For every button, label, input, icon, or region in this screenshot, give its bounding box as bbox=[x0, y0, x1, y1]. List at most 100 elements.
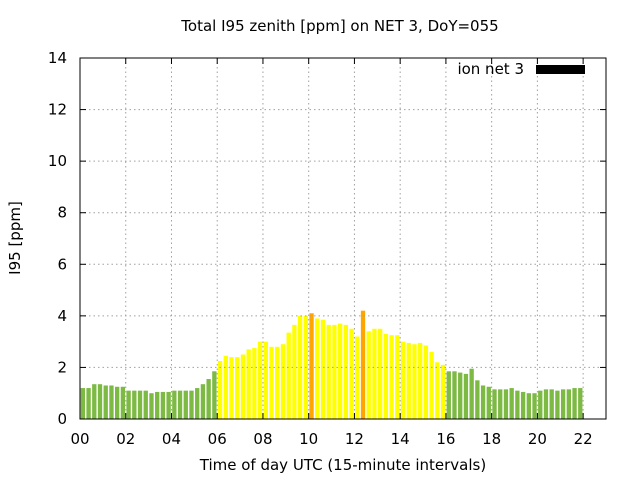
bar bbox=[200, 384, 206, 419]
bar bbox=[372, 328, 377, 419]
bar bbox=[217, 360, 223, 419]
bar bbox=[109, 385, 114, 419]
bar bbox=[440, 364, 446, 419]
bar bbox=[446, 371, 451, 419]
y-tick-label: 0 bbox=[57, 410, 67, 428]
bar bbox=[195, 388, 200, 419]
y-tick-label: 2 bbox=[57, 358, 67, 376]
bar bbox=[177, 390, 183, 419]
bar bbox=[206, 379, 211, 419]
bar bbox=[578, 388, 583, 419]
x-tick-label: 00 bbox=[70, 430, 89, 448]
x-tick-label: 08 bbox=[253, 430, 272, 448]
bar bbox=[360, 310, 366, 419]
x-tick-label: 12 bbox=[345, 430, 364, 448]
bar bbox=[395, 335, 400, 419]
y-tick-label: 4 bbox=[57, 307, 67, 325]
bar bbox=[503, 389, 509, 419]
bar bbox=[435, 362, 440, 419]
x-tick-label: 14 bbox=[391, 430, 410, 448]
bar bbox=[543, 389, 549, 419]
bar bbox=[97, 384, 103, 419]
bar bbox=[160, 391, 166, 419]
bar bbox=[155, 391, 160, 419]
x-tick-label: 16 bbox=[436, 430, 455, 448]
bar bbox=[429, 351, 434, 419]
bar bbox=[240, 354, 246, 419]
bar bbox=[189, 390, 194, 419]
bar bbox=[343, 324, 349, 419]
bar bbox=[126, 390, 131, 419]
bar bbox=[172, 390, 177, 419]
bar bbox=[418, 342, 423, 419]
bar bbox=[297, 315, 303, 419]
bar bbox=[183, 390, 188, 419]
bar bbox=[86, 388, 91, 419]
x-tick-label: 20 bbox=[528, 430, 547, 448]
bar bbox=[400, 341, 406, 419]
bar bbox=[475, 380, 480, 419]
bar bbox=[269, 346, 274, 419]
bar bbox=[80, 388, 86, 419]
bar bbox=[383, 333, 389, 419]
y-tick-label: 6 bbox=[57, 255, 67, 273]
bar bbox=[566, 389, 571, 419]
bar bbox=[149, 393, 154, 419]
bar bbox=[538, 390, 543, 419]
bar bbox=[452, 371, 457, 419]
bar bbox=[132, 390, 137, 419]
plot-frame bbox=[79, 57, 607, 420]
bar bbox=[486, 386, 491, 419]
bar bbox=[572, 388, 577, 419]
bar bbox=[463, 373, 469, 420]
y-tick-label: 10 bbox=[48, 152, 67, 170]
bar bbox=[332, 324, 337, 419]
y-tick-label: 12 bbox=[48, 101, 67, 119]
bar bbox=[520, 391, 526, 419]
bar bbox=[498, 389, 503, 419]
bar bbox=[115, 386, 120, 419]
bar bbox=[406, 342, 411, 419]
bar bbox=[423, 345, 429, 419]
bar bbox=[458, 372, 463, 419]
bar bbox=[275, 346, 280, 419]
bar bbox=[246, 349, 251, 419]
x-tick-label: 04 bbox=[162, 430, 181, 448]
chart-title: Total I95 zenith [ppm] on NET 3, DoY=055 bbox=[181, 17, 499, 35]
bar bbox=[143, 390, 148, 419]
bar bbox=[349, 328, 354, 419]
bar bbox=[560, 389, 566, 419]
bar bbox=[555, 390, 560, 419]
bar bbox=[309, 313, 314, 419]
bar bbox=[515, 390, 520, 419]
bar bbox=[103, 385, 108, 419]
bar bbox=[480, 385, 486, 419]
x-tick-label: 06 bbox=[208, 430, 227, 448]
bar bbox=[166, 391, 171, 419]
bar bbox=[252, 348, 257, 419]
bar bbox=[320, 319, 326, 419]
bar bbox=[492, 389, 497, 419]
bar bbox=[263, 341, 268, 419]
bar bbox=[229, 357, 234, 419]
bar bbox=[526, 393, 531, 419]
bar bbox=[212, 371, 217, 419]
y-tick-label: 8 bbox=[57, 204, 67, 222]
bar bbox=[378, 328, 383, 419]
x-axis-label: Time of day UTC (15-minute intervals) bbox=[199, 456, 487, 474]
bar bbox=[355, 336, 360, 419]
bar bbox=[280, 344, 286, 419]
bar bbox=[315, 318, 320, 419]
bar bbox=[223, 355, 228, 419]
x-tick-label: 18 bbox=[482, 430, 501, 448]
bar bbox=[337, 323, 343, 419]
legend-label: ion net 3 bbox=[457, 60, 524, 78]
bar bbox=[366, 331, 371, 419]
bar bbox=[412, 344, 417, 419]
bar bbox=[257, 341, 263, 419]
x-tick-label: 02 bbox=[116, 430, 135, 448]
legend-swatch bbox=[536, 65, 585, 74]
bar bbox=[549, 389, 554, 419]
